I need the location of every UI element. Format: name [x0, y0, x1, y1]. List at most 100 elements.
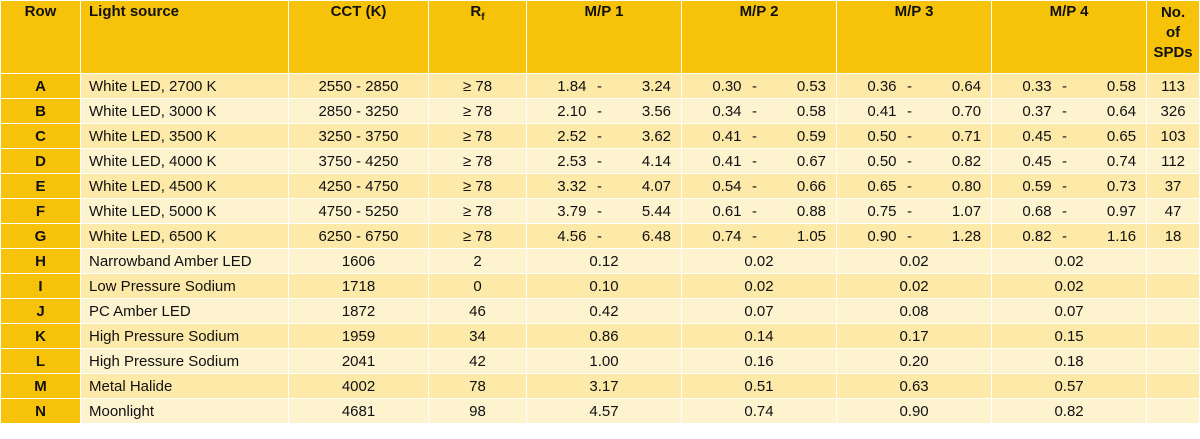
header-mp1: M/P 1 [525, 0, 683, 74]
spd-count: 47 [1146, 198, 1200, 224]
range-dash: - [1057, 223, 1072, 249]
mp1-value: 0.86 [525, 323, 683, 349]
spd-count [1146, 323, 1200, 349]
mp3-value: 0.20 [836, 348, 993, 374]
mp4-value: 0.57 [991, 373, 1148, 399]
range-dash: - [902, 198, 917, 224]
spd-count [1146, 348, 1200, 374]
header-cct: CCT (K) [288, 0, 429, 74]
mp1-value: 0.42 [525, 298, 683, 324]
mp2-max: 0.66 [761, 173, 838, 199]
mp4-value: 0.15 [991, 323, 1148, 349]
table-row: G White LED, 6500 K 6250 - 6750 ≥ 78 4.56-6.… [0, 223, 1200, 249]
range-dash: - [592, 123, 607, 149]
mp1-max: 4.07 [606, 173, 683, 199]
mp3-value: 0.90 [836, 398, 993, 424]
row-id: G [0, 223, 81, 249]
range-dash: - [747, 198, 762, 224]
mp4-max: 0.58 [1071, 73, 1148, 99]
header-mp4: M/P 4 [991, 0, 1148, 74]
spd-count [1146, 298, 1200, 324]
spd-count: 112 [1146, 148, 1200, 174]
header-num-3: SPDs [1153, 44, 1193, 61]
mp2-value: 0.74 [681, 398, 838, 424]
mp4-min: 0.68 [991, 198, 1058, 224]
header-mp2: M/P 2 [681, 0, 838, 74]
mp4-min: 0.33 [991, 73, 1058, 99]
mp3-min: 0.90 [836, 223, 903, 249]
header-rf-main: R [470, 3, 482, 20]
light-source-name: Narrowband Amber LED [80, 248, 289, 274]
cct-value: 4750 - 5250 [288, 198, 429, 224]
mp2-max: 0.59 [761, 123, 838, 149]
row-id: A [0, 73, 81, 99]
mp3-value: 0.63 [836, 373, 993, 399]
header-mp3: M/P 3 [836, 0, 993, 74]
light-source-table: Row Light source CCT (K) Rf M/P 1 M/P 2 … [0, 0, 1200, 424]
spd-count: 326 [1146, 98, 1200, 124]
row-id: C [0, 123, 81, 149]
row-id: K [0, 323, 81, 349]
mp3-max: 0.64 [916, 73, 993, 99]
range-dash: - [592, 98, 607, 124]
spd-count: 113 [1146, 73, 1200, 99]
range-dash: - [592, 173, 607, 199]
rf-value: 42 [428, 348, 527, 374]
range-dash: - [902, 73, 917, 99]
header-row: Row [0, 0, 81, 74]
mp2-value: 0.02 [681, 248, 838, 274]
cct-value: 3250 - 3750 [288, 123, 429, 149]
light-source-name: White LED, 4000 K [80, 148, 289, 174]
table-row: D White LED, 4000 K 3750 - 4250 ≥ 78 2.53-4.… [0, 148, 1200, 174]
table-row: H Narrowband Amber LED 1606 2 0.12 0.02 0.02 0.… [0, 248, 1200, 274]
mp1-max: 3.56 [606, 98, 683, 124]
light-source-name: White LED, 3500 K [80, 123, 289, 149]
range-dash: - [1057, 173, 1072, 199]
mp3-max: 0.80 [916, 173, 993, 199]
table-row: K High Pressure Sodium 1959 34 0.86 0.14 0.17 0… [0, 323, 1200, 349]
mp1-value: 3.17 [525, 373, 683, 399]
range-dash: - [1057, 148, 1072, 174]
rf-value: ≥ 78 [428, 98, 527, 124]
header-light-source: Light source [80, 0, 289, 74]
mp3-max: 0.82 [916, 148, 993, 174]
spd-count: 103 [1146, 123, 1200, 149]
mp4-min: 0.82 [991, 223, 1058, 249]
mp2-min: 0.41 [681, 123, 748, 149]
mp2-max: 0.88 [761, 198, 838, 224]
range-dash: - [902, 123, 917, 149]
mp1-max: 3.24 [606, 73, 683, 99]
mp2-min: 0.74 [681, 223, 748, 249]
spd-count [1146, 373, 1200, 399]
mp2-max: 0.67 [761, 148, 838, 174]
light-source-name: PC Amber LED [80, 298, 289, 324]
mp4-value: 0.02 [991, 248, 1148, 274]
range-dash: - [1057, 123, 1072, 149]
row-id: N [0, 398, 81, 424]
table-row: A White LED, 2700 K 2550 - 2850 ≥ 78 1.84-3.… [0, 73, 1200, 99]
range-dash: - [592, 73, 607, 99]
mp1-max: 4.14 [606, 148, 683, 174]
mp1-min: 2.10 [526, 98, 593, 124]
mp2-value: 0.14 [681, 323, 838, 349]
cct-value: 1959 [288, 323, 429, 349]
mp1-value: 0.12 [525, 248, 683, 274]
cct-value: 1718 [288, 273, 429, 299]
mp2-max: 0.58 [761, 98, 838, 124]
cct-value: 4250 - 4750 [288, 173, 429, 199]
table-row: M Metal Halide 4002 78 3.17 0.51 0.63 0.57 [0, 373, 1200, 399]
cct-value: 6250 - 6750 [288, 223, 429, 249]
mp4-min: 0.45 [991, 123, 1058, 149]
mp2-min: 0.30 [681, 73, 748, 99]
mp3-max: 0.71 [916, 123, 993, 149]
spd-count [1146, 248, 1200, 274]
table-row: N Moonlight 4681 98 4.57 0.74 0.90 0.82 [0, 398, 1200, 424]
table-row: I Low Pressure Sodium 1718 0 0.10 0.02 0.02 0.0… [0, 273, 1200, 299]
rf-value: 98 [428, 398, 527, 424]
light-source-name: White LED, 4500 K [80, 173, 289, 199]
mp2-max: 1.05 [761, 223, 838, 249]
rf-value: 46 [428, 298, 527, 324]
mp3-min: 0.36 [836, 73, 903, 99]
mp3-min: 0.50 [836, 148, 903, 174]
row-id: I [0, 273, 81, 299]
